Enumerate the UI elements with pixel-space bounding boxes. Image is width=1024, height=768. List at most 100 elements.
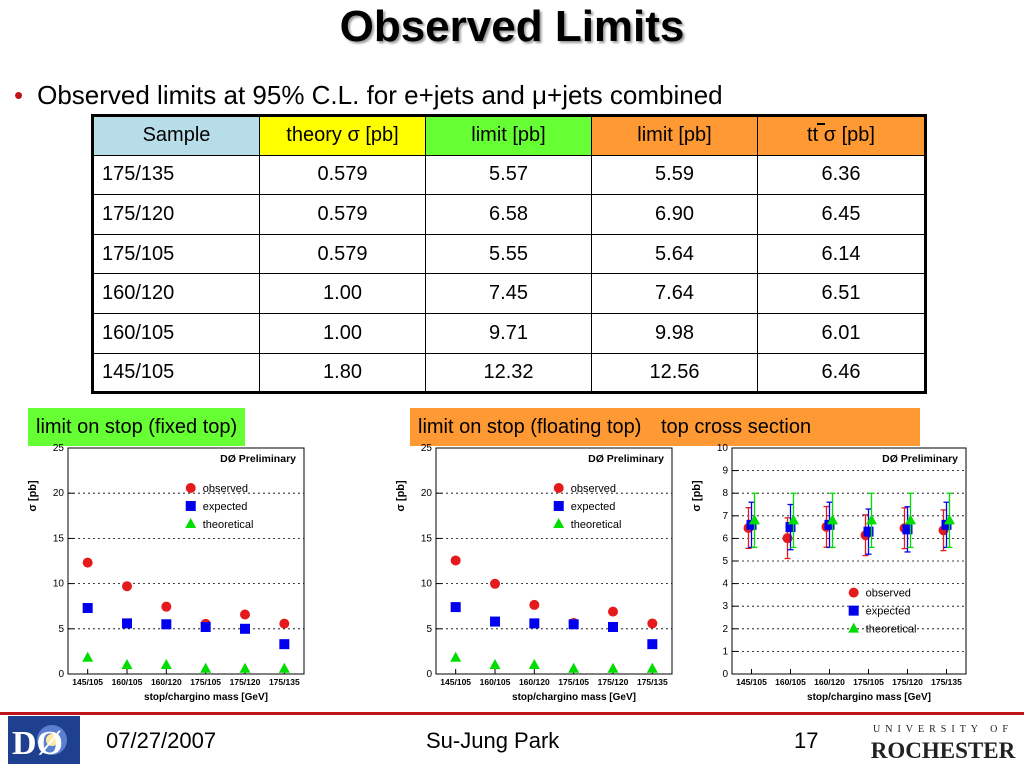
expected-point xyxy=(647,639,658,650)
limits-table: Sample theory σ [pb] limit [pb] limit [p… xyxy=(91,114,927,395)
observed-point xyxy=(82,557,93,568)
y-tick-label: 10 xyxy=(421,579,433,590)
d0-logo-icon: DØ xyxy=(8,716,80,764)
y-tick-label: 10 xyxy=(53,579,65,590)
theoretical-point xyxy=(788,514,799,525)
expected-point xyxy=(608,621,618,632)
x-tick-label: 145/105 xyxy=(440,677,471,687)
table-row: 175/135 0.579 5.57 5.59 6.36 xyxy=(92,154,926,196)
expected-point xyxy=(863,526,874,537)
x-tick-label: 175/105 xyxy=(190,677,221,687)
y-tick-label: 1 xyxy=(722,646,728,657)
y-tick-label: 6 xyxy=(722,533,728,544)
table-cell: 6.45 xyxy=(757,194,926,235)
legend-label: theoretical xyxy=(571,519,622,531)
table-cell: 5.55 xyxy=(425,233,592,275)
table-cell: 1.80 xyxy=(259,352,426,394)
chart-title: DØ Preliminary xyxy=(588,453,664,465)
header-limit-floating: limit [pb] xyxy=(591,115,758,156)
x-tick-label: 145/105 xyxy=(736,677,767,687)
observed-point xyxy=(240,609,250,620)
table-cell: 9.71 xyxy=(425,312,592,354)
y-tick-label: 0 xyxy=(58,669,64,680)
footer-divider xyxy=(0,712,1024,715)
bullet-item: • Observed limits at 95% C.L. for e+jets … xyxy=(14,80,723,111)
table-cell: 6.51 xyxy=(757,273,926,314)
theoretical-point xyxy=(827,514,838,525)
table-cell: 6.90 xyxy=(591,194,758,235)
y-tick-label: 5 xyxy=(58,624,64,635)
x-axis-label: stop/chargino mass [GeV] xyxy=(512,692,636,703)
x-tick-label: 160/105 xyxy=(480,677,511,687)
expected-point xyxy=(279,639,290,650)
table-cell: 9.98 xyxy=(591,312,758,354)
slide-title: Observed Limits xyxy=(339,2,685,51)
table-cell: 6.46 xyxy=(757,352,926,394)
expected-point xyxy=(746,519,757,530)
chart-floating-top: 0 5 10 15 20 25 145/105 160/105 160/120 175/105 17… xyxy=(395,444,673,703)
legend-marker xyxy=(185,518,197,528)
expected-point xyxy=(82,603,93,614)
x-tick-label: 175/135 xyxy=(931,677,962,687)
x-tick-label: 160/120 xyxy=(519,677,550,687)
label-fixed-top: limit on stop (fixed top) xyxy=(28,408,246,446)
legend-label: observed xyxy=(203,483,248,495)
table-cell: 160/120 xyxy=(92,273,260,314)
observed-point xyxy=(529,599,540,610)
y-tick-label: 10 xyxy=(717,444,729,454)
table-cell: 160/105 xyxy=(92,312,260,354)
x-tick-label: 175/135 xyxy=(637,677,668,687)
legend-label: theoretical xyxy=(866,624,917,636)
x-tick-label: 145/105 xyxy=(72,677,103,687)
chart-title: DØ Preliminary xyxy=(882,453,958,465)
y-tick-label: 3 xyxy=(722,601,728,612)
theoretical-point xyxy=(450,651,462,662)
y-tick-label: 15 xyxy=(53,533,65,544)
table-cell: 6.01 xyxy=(757,312,926,354)
x-tick-label: 175/135 xyxy=(269,677,300,687)
x-tick-label: 160/120 xyxy=(151,677,182,687)
y-axis-label: σ [pb] xyxy=(395,480,407,512)
bullet-text: Observed limits at 95% C.L. for e+jets a… xyxy=(37,80,723,110)
header-tt-xsec: tt σ [pb] xyxy=(757,115,926,156)
label-floating-text: limit on stop (floating top) xyxy=(418,416,642,438)
d0-logo-text: DØ xyxy=(12,725,63,762)
legend-marker xyxy=(848,587,859,598)
y-tick-label: 4 xyxy=(722,579,728,590)
y-tick-label: 7 xyxy=(722,511,728,522)
y-tick-label: 8 xyxy=(722,488,728,499)
legend-label: observed xyxy=(571,483,616,495)
theoretical-point xyxy=(905,514,916,525)
rochester-logo-bottom: ROCHESTER xyxy=(871,738,1016,763)
table-cell: 5.57 xyxy=(425,154,592,196)
legend-label: expected xyxy=(866,606,911,618)
tbar-overline xyxy=(817,123,825,125)
table-cell: 0.579 xyxy=(259,154,426,196)
observed-point xyxy=(161,601,172,612)
y-tick-label: 0 xyxy=(426,669,432,680)
y-tick-label: 0 xyxy=(722,669,728,680)
y-axis-label: σ [pb] xyxy=(27,480,39,512)
x-tick-label: 175/120 xyxy=(598,677,629,687)
chart-top-xsec: 0 1 2 3 4 5 6 7 8 9 10 145/105 160/105 160/120 175/105… xyxy=(691,444,967,703)
plot-frame xyxy=(67,447,305,675)
legend-marker xyxy=(553,483,564,493)
footer-date: 07/27/2007 xyxy=(106,728,217,753)
table-cell: 6.36 xyxy=(757,154,926,196)
y-tick-label: 20 xyxy=(53,488,65,499)
theoretical-point xyxy=(239,662,251,673)
table-cell: 7.64 xyxy=(591,273,758,314)
x-axis-label: stop/chargino mass [GeV] xyxy=(144,692,268,703)
expected-point xyxy=(490,616,500,627)
footer-author: Su-Jung Park xyxy=(426,728,560,753)
theoretical-point xyxy=(944,514,955,525)
chart-fixed-top: 0 5 10 15 20 25 145/105 160/105 160/120 175/105 17… xyxy=(27,444,305,703)
theoretical-point xyxy=(121,658,133,669)
y-axis-label: σ [pb] xyxy=(691,480,703,512)
x-tick-label: 160/105 xyxy=(112,677,143,687)
theoretical-point xyxy=(82,651,94,662)
table-cell: 175/120 xyxy=(92,194,260,235)
y-tick-label: 15 xyxy=(421,533,433,544)
expected-point xyxy=(240,623,250,634)
label-xsec-text: top cross section xyxy=(661,416,812,438)
